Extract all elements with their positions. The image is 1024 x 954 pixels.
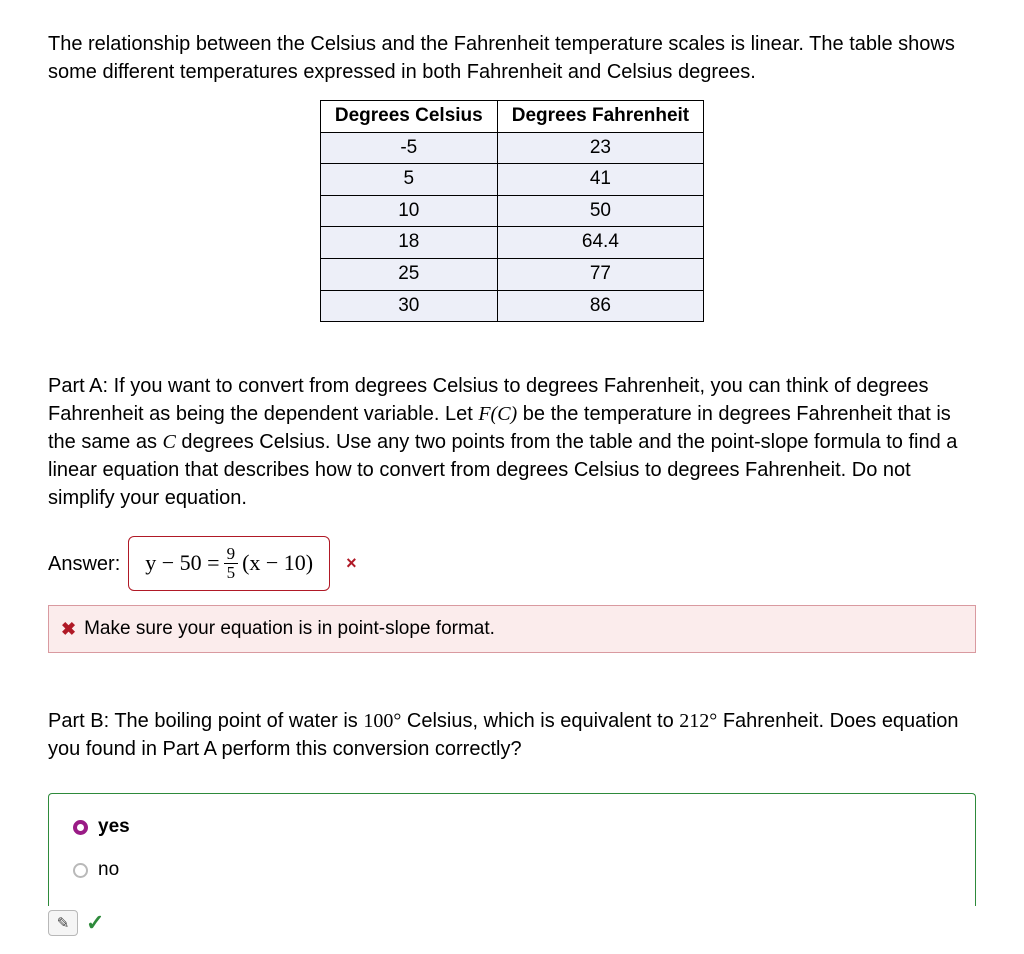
answer-input[interactable]: y − 50 = 9 5 (x − 10) <box>128 536 330 591</box>
col-header-fahrenheit: Degrees Fahrenheit <box>497 101 703 133</box>
radio-unselected-icon <box>73 863 88 878</box>
cell-f: 41 <box>497 164 703 196</box>
choice-no-label: no <box>98 857 119 884</box>
cell-f: 23 <box>497 132 703 164</box>
val-100: 100° <box>363 710 401 732</box>
math-fc: F(C) <box>478 403 517 425</box>
cell-f: 77 <box>497 258 703 290</box>
cell-c: 25 <box>320 258 497 290</box>
val-212: 212° <box>679 710 717 732</box>
answer-lhs: y − 50 = <box>145 548 219 579</box>
part-b-answer-box: yes no <box>48 793 976 905</box>
answer-label: Answer: <box>48 550 120 578</box>
table-row: 18 64.4 <box>320 227 703 259</box>
correct-check-icon: ✓ <box>86 908 104 939</box>
fraction-numer: 9 <box>224 545 239 564</box>
part-b-pre: Part B: The boiling point of water is <box>48 710 363 732</box>
table-row: -5 23 <box>320 132 703 164</box>
math-c: C <box>163 431 176 453</box>
cell-c: 30 <box>320 290 497 322</box>
col-header-celsius: Degrees Celsius <box>320 101 497 133</box>
part-a-prompt: Part A: If you want to convert from degr… <box>48 372 976 512</box>
table-row: 5 41 <box>320 164 703 196</box>
choice-no[interactable]: no <box>73 857 955 884</box>
cell-c: 5 <box>320 164 497 196</box>
answer-fraction: 9 5 <box>224 545 239 582</box>
part-b-prompt: Part B: The boiling point of water is 10… <box>48 707 976 763</box>
cell-c: 10 <box>320 195 497 227</box>
choice-yes[interactable]: yes <box>73 814 955 841</box>
cell-f: 50 <box>497 195 703 227</box>
cell-f: 86 <box>497 290 703 322</box>
wrong-mark-icon: × <box>346 551 357 576</box>
temperature-table: Degrees Celsius Degrees Fahrenheit -5 23… <box>320 100 704 322</box>
table-row: 30 86 <box>320 290 703 322</box>
fraction-denom: 5 <box>224 564 239 582</box>
table-row: 25 77 <box>320 258 703 290</box>
cell-c: -5 <box>320 132 497 164</box>
cell-f: 64.4 <box>497 227 703 259</box>
pencil-icon: ✎ <box>57 913 70 934</box>
radio-selected-icon <box>73 820 88 835</box>
intro-text: The relationship between the Celsius and… <box>48 30 976 86</box>
part-a-text3: degrees Celsius. Use any two points from… <box>48 431 957 509</box>
edit-button[interactable]: ✎ <box>48 910 78 936</box>
feedback-x-icon: ✖ <box>61 617 76 642</box>
choice-yes-label: yes <box>98 814 130 841</box>
answer-rhs: (x − 10) <box>242 548 313 579</box>
table-row: 10 50 <box>320 195 703 227</box>
cell-c: 18 <box>320 227 497 259</box>
feedback-text: Make sure your equation is in point-slop… <box>84 616 495 643</box>
feedback-box: ✖ Make sure your equation is in point-sl… <box>48 605 976 654</box>
part-b-mid: Celsius, which is equivalent to <box>401 710 679 732</box>
